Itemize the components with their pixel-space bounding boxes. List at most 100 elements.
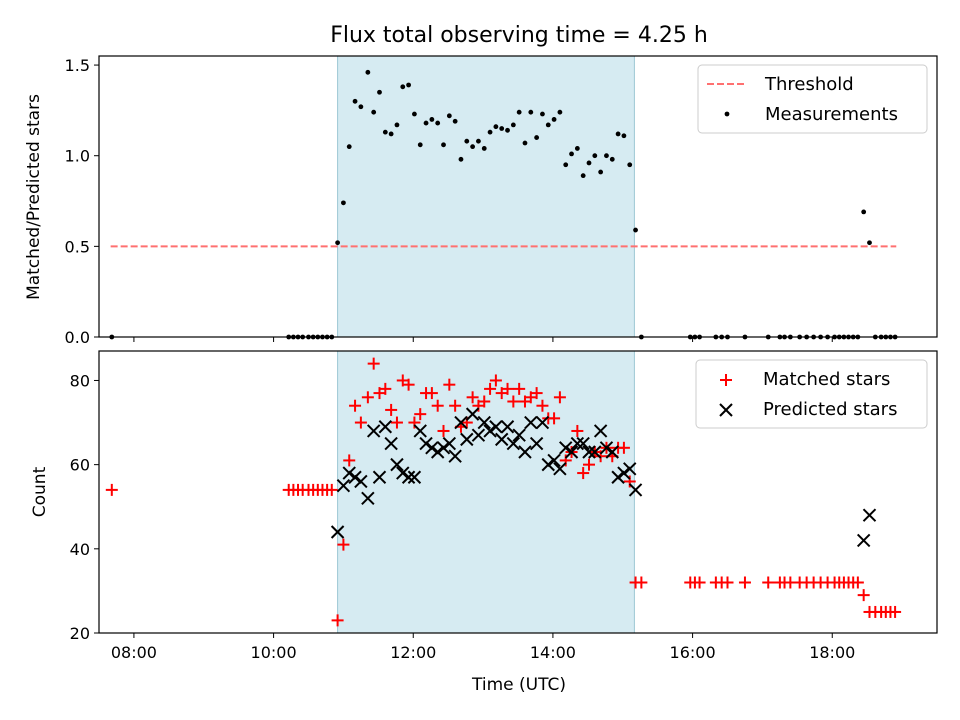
measurement-point [615, 131, 621, 137]
predicted-star-point [494, 432, 509, 447]
predicted-star-point [628, 483, 643, 497]
matched-star-point [617, 441, 630, 454]
predicted-star-point [856, 533, 871, 548]
measurement-point [580, 173, 586, 179]
matched-star-point [437, 424, 450, 437]
predicted-star-point [372, 470, 387, 484]
measurement-point [358, 104, 364, 110]
measurement-point [510, 122, 516, 128]
matched-star-point [466, 391, 479, 404]
matched-star-point [425, 387, 438, 400]
predicted-star-point [524, 415, 538, 430]
measurement-point [341, 200, 346, 206]
top-legend: Threshold Measurements [697, 64, 928, 134]
measurement-point [388, 131, 394, 137]
matched-star-point [693, 576, 706, 589]
measurement-point [476, 138, 481, 144]
matched-star-point [379, 382, 392, 395]
predicted-star-point [489, 420, 503, 434]
measurement-point [627, 162, 633, 168]
predicted-star-point [483, 424, 497, 438]
y-tick-label: 60 [70, 456, 90, 475]
matched-star-point [530, 387, 543, 400]
measurement-point [861, 209, 867, 215]
y-tick-label: 80 [70, 371, 90, 390]
predicted-star-point [342, 466, 356, 480]
predicted-star-point [330, 525, 345, 539]
measurement-point [867, 240, 872, 246]
bottom-axes-frame [98, 350, 938, 634]
predicted-star-point [553, 462, 567, 476]
measurement-point [470, 144, 476, 150]
predicted-star-point [623, 462, 637, 476]
legend-measurements-label: Measurements [765, 104, 898, 125]
measurement-point [545, 122, 551, 128]
matched-star-point [851, 576, 864, 589]
predicted-star-point [477, 415, 491, 430]
matched-star-point [343, 454, 356, 467]
x-axis-label: Time (UTC) [471, 675, 566, 695]
predicted-star-point [611, 470, 625, 484]
measurement-point [394, 122, 400, 128]
observing-window-span [337, 350, 635, 634]
measurement-point [464, 138, 470, 144]
x-tick-label: 14:00 [530, 643, 576, 662]
bottom-observing-window-layer [337, 350, 635, 634]
observing-window-span [337, 55, 635, 338]
measurement-point [528, 109, 534, 115]
predicted-star-point [396, 466, 410, 480]
predicted-star-point [430, 445, 445, 459]
top-y-axis-label: Matched/Predicted stars [24, 94, 44, 300]
top-y-axis: 0.0 0.5 1.0 1.5 [65, 56, 99, 347]
matched-star-point [105, 483, 118, 496]
predicted-star-point [599, 441, 614, 455]
measurement-point [481, 146, 487, 151]
measurement-point [540, 111, 545, 117]
matched-star-point [367, 357, 380, 370]
predicted-star-point [401, 470, 416, 484]
measurement-point [400, 84, 406, 90]
predicted-star-point [506, 436, 521, 451]
predicted-star-point [378, 420, 393, 434]
predicted-star-point [384, 436, 398, 451]
measurement-point [458, 156, 464, 162]
matched-star-point [548, 412, 561, 425]
y-tick-label: 0.0 [65, 328, 90, 347]
matched-star-point [635, 576, 648, 589]
measurement-point [429, 117, 435, 122]
matched-star-point [582, 458, 595, 471]
y-tick-label: 1.5 [65, 56, 90, 75]
bottom-y-axis-label: Count [30, 466, 50, 517]
measurement-point [352, 98, 358, 104]
matched-star-point [762, 576, 775, 589]
predicted-star-point [593, 424, 608, 438]
measurement-point [406, 82, 411, 88]
matched-star-point [478, 395, 491, 408]
predicted-star-point [617, 466, 631, 480]
measurement-point [586, 160, 592, 166]
predicted-star-point [862, 508, 877, 522]
predicted-star-point [390, 457, 404, 472]
predicted-star-point [436, 441, 451, 455]
predicted-star-point [535, 415, 550, 430]
predicted-star-point [529, 436, 544, 451]
predicted-star-point [448, 449, 462, 463]
predicted-star-point [500, 420, 515, 434]
measurement-point [487, 129, 493, 135]
measurement-point [505, 127, 510, 133]
measurement-point [382, 129, 388, 135]
matched-star-point [331, 614, 344, 627]
measurement-point [563, 162, 569, 168]
matched-star-point [536, 399, 549, 412]
matched-star-point [721, 576, 734, 589]
measurement-point [446, 113, 452, 119]
matched-star-point [390, 416, 403, 429]
matched-star-point [414, 408, 427, 421]
measurement-point [633, 227, 638, 233]
predicted-star-point [547, 453, 561, 468]
predicted-star-point [518, 445, 532, 459]
predicted-star-point [413, 424, 427, 438]
matched-star-point [889, 605, 902, 618]
x-tick-label: 08:00 [111, 643, 157, 662]
